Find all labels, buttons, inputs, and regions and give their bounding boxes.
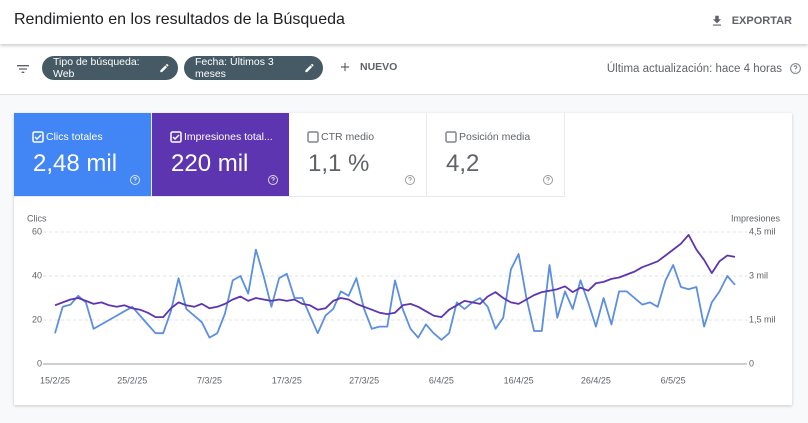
x-tick-label: 16/4/25 (504, 375, 534, 385)
metric-value: 220 mil (171, 150, 249, 177)
chip-label: Fecha: Últimos 3 meses (195, 56, 274, 80)
help-icon[interactable] (267, 174, 279, 186)
y2-tick-label: 0 (749, 358, 754, 368)
chip-label: Tipo de búsqueda: Web (53, 56, 140, 80)
series-line (54, 234, 736, 318)
plus-icon (340, 62, 350, 72)
checkbox[interactable] (32, 131, 44, 143)
metric-card[interactable]: Posición media 4,2 (427, 113, 565, 197)
metric-card[interactable]: Impresiones total... 220 mil (152, 113, 290, 197)
help-circle (130, 175, 140, 185)
metric-card[interactable]: Clics totales 2,48 mil (14, 113, 152, 197)
checkbox[interactable] (170, 131, 182, 143)
checkbox[interactable] (445, 131, 457, 143)
download-icon (712, 15, 721, 26)
last-update: Última actualización: hace 4 horas (606, 63, 782, 75)
checkbox-box (32, 131, 44, 143)
help-mark (133, 177, 137, 183)
help-circle (268, 175, 278, 185)
help-icon[interactable] (404, 174, 416, 186)
metric-label: Posición media (459, 131, 531, 143)
help-icon[interactable] (129, 174, 141, 186)
help-circle (405, 175, 415, 185)
page-title: Rendimiento en los resultados de la Búsq… (14, 11, 345, 28)
x-tick-label: 6/5/25 (661, 375, 686, 385)
export-button[interactable]: EXPORTAR (702, 6, 800, 36)
y-tick-label: 60 (32, 226, 42, 236)
separator (0, 94, 808, 95)
export-label: EXPORTAR (731, 15, 792, 27)
checkbox[interactable] (307, 131, 319, 143)
edit-icon (160, 63, 169, 73)
filter-chip[interactable]: Fecha: Últimos 3 meses (184, 56, 323, 80)
checkbox-box (445, 131, 457, 143)
help-icon[interactable] (789, 62, 802, 75)
metric-card[interactable]: CTR medio 1,1 % (289, 113, 427, 197)
y-tick-label: 20 (32, 314, 42, 324)
checkmark (34, 134, 42, 141)
y2-axis-label: Impresiones (731, 213, 781, 223)
checkbox-box (307, 131, 319, 143)
y2-tick-label: 4,5 mil (749, 226, 776, 236)
filter-bar: Tipo de búsqueda: Web Fecha: Últimos 3 m… (0, 52, 808, 86)
metric-value: 4,2 (446, 150, 480, 177)
x-tick-label: 6/4/25 (429, 375, 454, 385)
metric-value: 1,1 % (308, 150, 370, 177)
x-tick-label: 15/2/25 (40, 375, 70, 385)
help-circle (543, 175, 553, 185)
checkmark (172, 134, 180, 141)
y2-tick-label: 1,5 mil (749, 314, 776, 324)
help-mark (408, 177, 412, 183)
x-tick-label: 27/3/25 (349, 375, 379, 385)
y2-tick-label: 3 mil (749, 270, 768, 280)
help-icon[interactable] (542, 174, 554, 186)
metric-label: Clics totales (46, 131, 103, 143)
y-tick-label: 40 (32, 270, 42, 280)
x-tick-label: 25/2/25 (117, 375, 147, 385)
y-axis-label: Clics (27, 213, 47, 223)
filter-chip[interactable]: Tipo de búsqueda: Web (42, 56, 178, 80)
metric-label: Impresiones total... (184, 131, 273, 143)
checkbox-box (170, 131, 182, 143)
series-line (54, 248, 736, 341)
edit-icon (305, 63, 314, 73)
new-label: NUEVO (360, 61, 398, 73)
filter-icon[interactable] (15, 61, 31, 77)
help-mark (271, 177, 275, 183)
x-tick-label: 26/4/25 (581, 375, 611, 385)
header: Rendimiento en los resultados de la Búsq… (0, 0, 808, 44)
x-tick-label: 7/3/25 (197, 375, 222, 385)
new-filter-button[interactable]: NUEVO (338, 60, 397, 74)
metric-value: 2,48 mil (33, 150, 118, 177)
help-mark (546, 177, 550, 183)
x-tick-label: 17/3/25 (272, 375, 302, 385)
metric-label: CTR medio (321, 131, 375, 143)
y-tick-label: 0 (37, 358, 42, 368)
